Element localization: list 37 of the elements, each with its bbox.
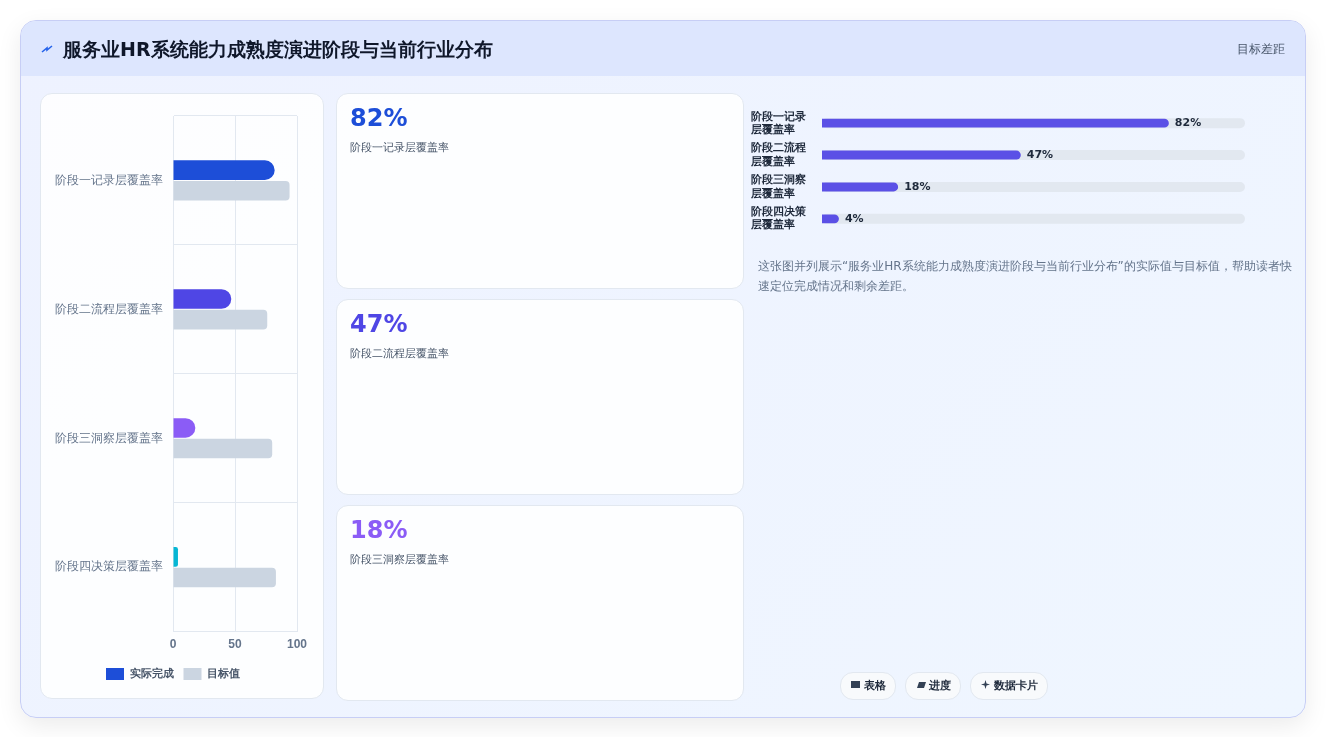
y-tick-label: 阶段二流程层覆盖率 — [55, 301, 163, 316]
bar — [173, 309, 268, 330]
text: 数据卡片 — [970, 672, 1048, 700]
y-tick-label: 阶段四决策层覆盖率 — [55, 559, 163, 574]
y-tick-label: 阶段三洞察层覆盖率 — [55, 430, 163, 445]
data-label: 4% — [844, 211, 864, 225]
text: 18% — [350, 516, 408, 544]
legend-label: 实际完成 — [129, 667, 174, 680]
bar — [173, 438, 273, 459]
text: 47% — [350, 310, 408, 338]
text: 阶段三洞察层覆盖率 — [350, 552, 449, 567]
text: 目标差距 — [1237, 41, 1285, 58]
text: 阶段二流程层覆盖率 — [350, 346, 449, 361]
bar — [173, 160, 275, 180]
text: 进度 — [905, 672, 961, 700]
chart-title: 服务业HR系统能力成熟度演进阶段与当前行业分布 — [63, 37, 493, 62]
y-tick-label: 阶段四决策层覆盖率 — [750, 205, 807, 231]
bar — [173, 567, 276, 588]
data-label: 82% — [1174, 116, 1202, 130]
y-tick-label: 阶段一记录层覆盖率 — [55, 172, 163, 187]
text: 82% — [350, 104, 408, 132]
x-tick-label: 0 — [169, 637, 177, 652]
data-label: 47% — [1026, 147, 1054, 161]
text: 表格 — [840, 672, 896, 700]
legend-label: 目标值 — [207, 667, 240, 680]
bar — [173, 547, 178, 567]
bar — [173, 180, 290, 201]
y-tick-label: 阶段一记录层覆盖率 — [750, 109, 806, 135]
y-tick-label: 阶段二流程层覆盖率 — [750, 141, 806, 167]
text: 这张图并列展示“服务业HR系统能力成熟度演进阶段与当前行业分布”的实际值与目标值，帮助读者快速定位完成情况和剩余差距。 — [758, 258, 1293, 295]
text: 阶段一记录层覆盖率 — [350, 140, 449, 155]
data-label: 18% — [904, 179, 931, 193]
x-tick-label: 100 — [286, 637, 308, 652]
x-tick-label: 50 — [228, 637, 242, 652]
bar — [822, 182, 899, 192]
y-tick-label: 阶段三洞察层覆盖率 — [750, 173, 806, 199]
bar — [173, 289, 232, 309]
